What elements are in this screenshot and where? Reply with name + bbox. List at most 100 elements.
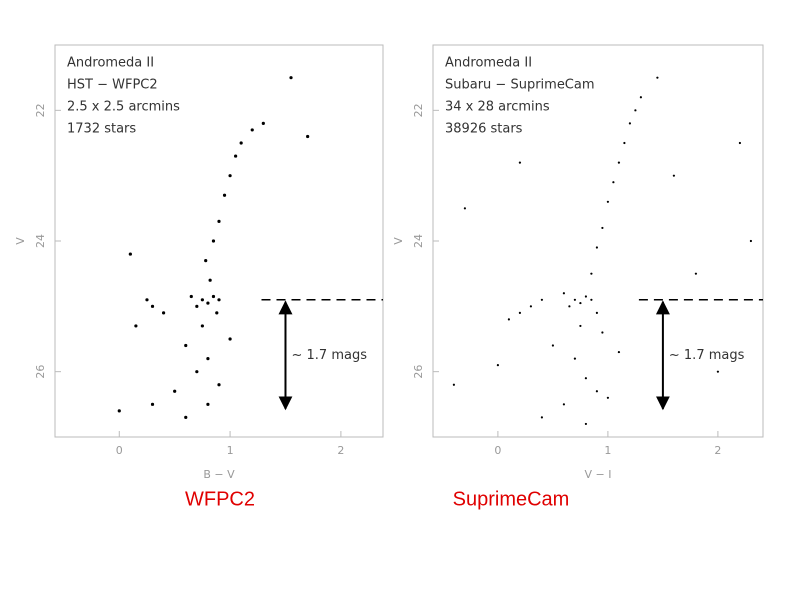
star — [529, 305, 533, 308]
x-tick-label: 2 — [337, 444, 344, 457]
star — [672, 174, 676, 177]
star — [289, 76, 293, 80]
star — [117, 409, 121, 413]
star — [590, 298, 593, 301]
star — [595, 390, 599, 393]
star — [540, 298, 544, 301]
star — [128, 252, 132, 256]
star — [584, 295, 588, 298]
arrow-label: ~ 1.7 mags — [291, 348, 367, 363]
star — [195, 370, 199, 374]
star — [200, 324, 204, 328]
star — [195, 304, 199, 308]
y-tick-label: 26 — [34, 365, 47, 379]
star — [211, 239, 216, 243]
star — [601, 226, 604, 230]
star — [612, 181, 615, 184]
x-tick-label: 2 — [714, 444, 721, 457]
star — [562, 403, 566, 406]
star — [217, 298, 221, 302]
star — [518, 161, 522, 164]
star — [694, 272, 698, 275]
star — [184, 415, 188, 419]
star — [204, 259, 208, 263]
caption: SuprimeCam — [453, 488, 570, 510]
star — [145, 298, 149, 302]
y-tick-label: 26 — [412, 365, 425, 379]
star — [568, 305, 571, 308]
star — [206, 402, 210, 406]
panel-note: 38926 stars — [445, 122, 523, 137]
star — [215, 311, 219, 315]
star — [217, 219, 221, 223]
y-tick-label: 22 — [34, 103, 47, 117]
star — [208, 278, 212, 282]
star — [261, 121, 265, 125]
panel-note: 34 x 28 arcmins — [445, 100, 550, 115]
star — [507, 318, 510, 321]
y-tick-label: 24 — [412, 234, 425, 248]
star — [239, 141, 243, 145]
star — [584, 377, 588, 380]
star — [518, 311, 522, 314]
panel-note: 2.5 x 2.5 arcmins — [67, 100, 180, 115]
star — [463, 207, 466, 210]
x-tick-label: 1 — [604, 444, 611, 457]
star — [579, 301, 582, 305]
star — [250, 128, 254, 132]
y-tick-label: 22 — [412, 103, 425, 117]
star — [551, 344, 555, 347]
panel-note: 1732 stars — [67, 122, 136, 137]
star — [211, 294, 216, 299]
star — [228, 174, 232, 178]
star — [189, 294, 193, 299]
star — [590, 272, 593, 275]
star — [617, 350, 621, 354]
star — [200, 298, 204, 302]
star — [234, 154, 238, 158]
star — [606, 200, 610, 203]
star — [573, 298, 577, 301]
star — [134, 324, 138, 328]
star — [150, 304, 155, 308]
star — [217, 383, 221, 387]
star — [161, 311, 166, 315]
star — [222, 193, 227, 197]
arrow-label: ~ 1.7 mags — [669, 348, 745, 363]
star — [628, 122, 632, 125]
star — [749, 239, 753, 243]
panel-note: Subaru − SuprimeCam — [445, 78, 595, 93]
star — [639, 96, 643, 99]
star — [656, 76, 659, 79]
star — [716, 370, 720, 373]
panel-note: Andromeda II — [67, 56, 154, 71]
star — [540, 416, 544, 419]
star — [634, 109, 637, 112]
star — [228, 337, 232, 341]
x-axis-label: B − V — [203, 468, 235, 481]
x-tick-label: 0 — [494, 444, 501, 457]
star — [617, 161, 621, 164]
star — [452, 383, 455, 386]
caption: WFPC2 — [185, 488, 255, 510]
y-tick-label: 24 — [34, 234, 47, 248]
star — [206, 301, 210, 305]
star — [584, 422, 588, 426]
star — [306, 134, 310, 139]
star — [595, 246, 599, 249]
star — [150, 402, 155, 406]
star — [738, 141, 742, 145]
panel-note: Andromeda II — [445, 56, 532, 71]
panel-note: HST − WFPC2 — [67, 78, 158, 93]
star — [184, 343, 188, 348]
star — [606, 396, 610, 399]
y-axis-label: V — [14, 237, 27, 245]
y-axis-label: V — [392, 237, 405, 245]
star — [595, 311, 599, 314]
star — [601, 331, 604, 334]
star — [623, 141, 626, 145]
x-tick-label: 1 — [227, 444, 234, 457]
star — [562, 292, 566, 295]
star — [173, 389, 177, 393]
